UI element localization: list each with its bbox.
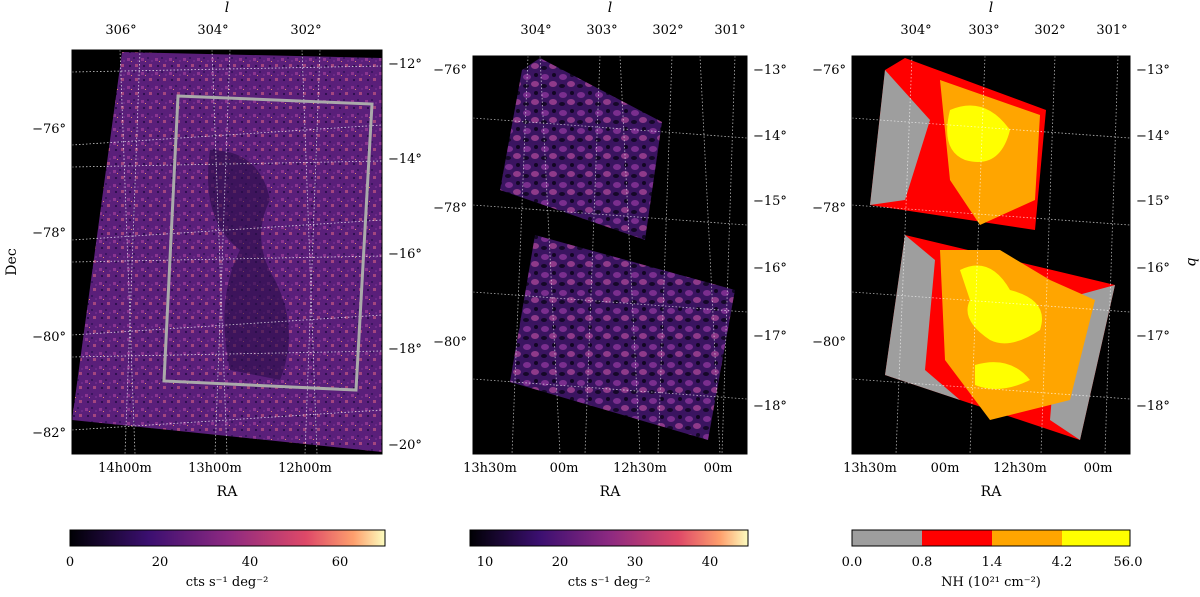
colorbar-1-tick: 20: [152, 555, 169, 570]
panel-3-bottom-axis-label: RA: [981, 484, 1003, 500]
panel-3-top-tick: 303°: [968, 23, 999, 38]
panel-2-bottom-tick: 12h30m: [613, 461, 667, 476]
panel-1-left-tick: −78°: [32, 226, 66, 241]
panel-1: l 306° 304° 302° Dec −76° −78° −80° −82°…: [4, 0, 422, 500]
panel-3-top-tick: 301°: [1096, 23, 1127, 38]
colorbar-2-label: cts s⁻¹ deg⁻²: [568, 575, 651, 590]
panel-1-top-tick: 302°: [290, 23, 321, 38]
panel-3-top-tick: 304°: [900, 23, 931, 38]
colorbar-1-tick: 60: [332, 555, 349, 570]
panel-2-bottom-tick: 00m: [550, 461, 579, 476]
colorbar-1-gradient: [69, 529, 386, 547]
panel-3-right-tick: −17°: [1136, 329, 1170, 344]
panel-1-top-tick: 306°: [105, 23, 136, 38]
colorbar-3-tick: 4.2: [1052, 555, 1073, 570]
panel-2-right-tick: −15°: [753, 194, 787, 209]
panel-3-right-tick: −18°: [1136, 399, 1170, 414]
panel-3-top-axis-label: l: [989, 0, 993, 16]
panel-2-top-tick: 302°: [652, 23, 683, 38]
colorbar-3-tick: 56.0: [1114, 555, 1143, 570]
colorbar-3-tick: 0.8: [912, 555, 933, 570]
panel-2: l 304° 303° 302° 301° −76° −78° −80° −13…: [433, 0, 787, 500]
panel-1-bottom-tick: 13h00m: [188, 461, 242, 476]
panel-2-left-tick: −76°: [433, 63, 467, 78]
panel-1-left-axis-label: Dec: [4, 248, 20, 276]
panel-2-bottom-tick: 13h30m: [463, 461, 517, 476]
panel-3-grid: [852, 56, 1130, 454]
panel-3-high-density-region: [947, 105, 1042, 389]
panel-3-top-tick: 302°: [1034, 23, 1065, 38]
colorbar-1-tick: 40: [242, 555, 259, 570]
panel-3-bottom-tick: 00m: [1084, 461, 1113, 476]
colorbar-2-tick: 20: [552, 555, 569, 570]
panel-1-left-tick: −80°: [32, 330, 66, 345]
panel-1-top-axis-label: l: [225, 0, 229, 16]
panel-1-right-tick: −12°: [388, 57, 422, 72]
panel-3-bottom-tick: 12h30m: [993, 461, 1047, 476]
colorbar-3-tick: 0.0: [842, 555, 863, 570]
colorbar-2-tick: 10: [477, 555, 494, 570]
panel-2-smoothed-map-south: [510, 235, 735, 440]
panel-1-right-tick: −20°: [388, 438, 422, 453]
colorbar-2-tick: 30: [627, 555, 644, 570]
panel-2-bottom-tick: 00m: [704, 461, 733, 476]
panel-1-selection-box: [162, 94, 374, 392]
panel-1-right-tick: −14°: [388, 152, 422, 167]
colorbar-2-gradient: [469, 529, 749, 547]
panel-2-grid: [473, 56, 747, 454]
panel-2-bottom-axis-label: RA: [600, 484, 622, 500]
panel-2-top-tick: 303°: [586, 23, 617, 38]
colorbar-3-bin: [852, 530, 922, 546]
panel-2-top-tick: 304°: [520, 23, 551, 38]
panel-3-right-tick: −13°: [1136, 63, 1170, 78]
colorbar-2-tick: 40: [702, 555, 719, 570]
colorbar-3-tick: 1.4: [982, 555, 1003, 570]
panel-2-right-tick: −18°: [753, 399, 787, 414]
panel-2-right-tick: −17°: [753, 329, 787, 344]
panel-3-left-tick: −76°: [812, 63, 846, 78]
panel-2-top-tick: 301°: [714, 23, 745, 38]
panel-1-bottom-tick: 12h00m: [278, 461, 332, 476]
colorbar-3-label: NH (10²¹ cm⁻²): [941, 575, 1041, 590]
colorbar-3-bin: [992, 530, 1062, 546]
panel-1-grid: [72, 50, 382, 454]
panel-1-bottom-tick: 14h00m: [98, 461, 152, 476]
colorbar-1-tick: 0: [66, 555, 74, 570]
panel-3-bottom-tick: 00m: [931, 461, 960, 476]
panel-2-right-tick: −14°: [753, 129, 787, 144]
panel-3-right-axis-label: b: [1184, 258, 1200, 267]
panel-3-right-tick: −16°: [1136, 261, 1170, 276]
panel-1-bottom-axis-label: RA: [217, 484, 239, 500]
panel-1-top-tick: 304°: [197, 23, 228, 38]
colorbar-3-bin: [1062, 530, 1130, 546]
panel-3-right-tick: −15°: [1136, 194, 1170, 209]
colorbar-1: 0 20 40 60 cts s⁻¹ deg⁻²: [66, 529, 386, 590]
panel-2-right-tick: −13°: [753, 63, 787, 78]
panel-3-bottom-tick: 13h30m: [843, 461, 897, 476]
panel-1-right-tick: −16°: [388, 247, 422, 262]
panel-1-left-tick: −76°: [32, 122, 66, 137]
panel-3-left-tick: −78°: [812, 201, 846, 216]
panel-1-left-tick: −82°: [32, 426, 66, 441]
panel-3-left-tick: −80°: [812, 335, 846, 350]
panel-3-low-density-region: [870, 70, 1115, 440]
panel-2-top-axis-label: l: [608, 0, 612, 16]
panel-3-right-tick: −14°: [1136, 129, 1170, 144]
panel-2-left-tick: −78°: [433, 201, 467, 216]
panel-3-medium-density-region: [940, 80, 1095, 420]
panel-2-smoothed-map-north: [500, 58, 662, 240]
panel-2-right-tick: −16°: [753, 261, 787, 276]
colorbar-1-label: cts s⁻¹ deg⁻²: [186, 575, 269, 590]
panel-1-rosat-map: [72, 52, 382, 452]
panel-2-left-tick: −80°: [433, 335, 467, 350]
colorbar-2: 10 20 30 40 cts s⁻¹ deg⁻²: [469, 529, 749, 590]
panel-3: l 304° 303° 302° 301° −76° −78° −80° −13…: [812, 0, 1200, 500]
panel-1-right-tick: −18°: [388, 342, 422, 357]
colorbar-3: 0.0 0.8 1.4 4.2 56.0 NH (10²¹ cm⁻²): [842, 529, 1143, 590]
colorbar-3-bin: [922, 530, 992, 546]
